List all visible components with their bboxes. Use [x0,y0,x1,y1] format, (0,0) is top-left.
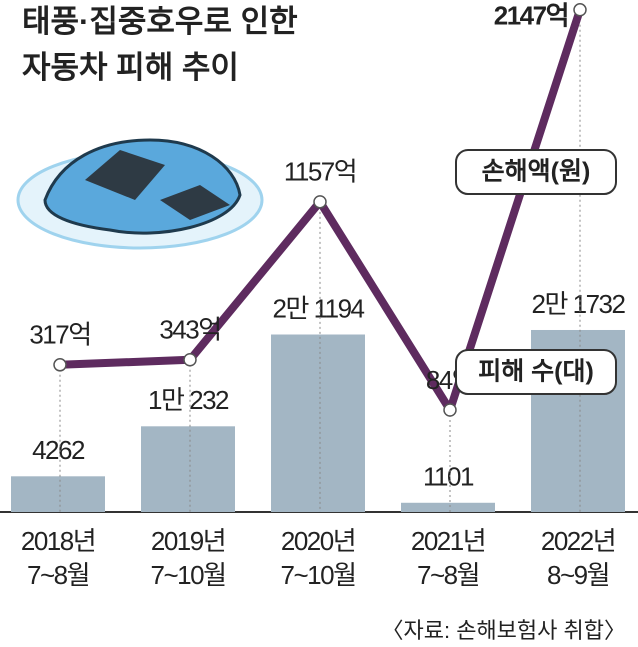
bar-value-label: 2만 1732 [532,289,626,319]
line-point [573,3,587,17]
x-tick-label: 2020년 [281,526,355,556]
source: 〈자료: 손해보험사 취합〉 [382,618,627,643]
x-tick-label: 7~8월 [27,560,89,590]
chart-title: 자동차 피해 추이 [22,50,239,85]
legend-box [455,149,617,195]
bar [401,502,495,512]
x-tick-label: 7~10월 [151,560,226,590]
x-tick-label: 7~10월 [281,560,356,590]
x-tick-label: 2018년 [21,526,95,556]
line-point [183,353,197,367]
x-tick-label: 2022년 [541,526,615,556]
x-tick-label: 7~8월 [417,560,479,590]
legend-label: 피해 수(대) [478,358,594,386]
chart-title: 태풍·집중호우로 인한 [22,4,298,39]
line-value-label: 2147억 [494,1,568,31]
car-illustration [16,138,264,250]
line-point [313,195,327,209]
bar [11,476,105,512]
legend-label: 손해액(원) [482,158,591,186]
x-tick-label: 2019년 [151,526,225,556]
line-value-label: 317억 [29,320,90,350]
bar [141,426,235,512]
bar-value-label: 4262 [32,435,85,465]
x-tick-label: 2021년 [411,526,485,556]
legend-box [455,349,617,395]
bar [271,334,365,512]
bar-value-label: 2만 1194 [272,293,364,323]
line-value-label: 343억 [159,315,220,345]
line-point [53,358,67,372]
line-point [443,403,457,417]
bar-value-label: 1만 232 [148,385,229,415]
x-tick-label: 8~9월 [547,560,609,590]
line-value-label: 1157억 [284,157,356,187]
bar-value-label: 1101 [423,462,474,492]
